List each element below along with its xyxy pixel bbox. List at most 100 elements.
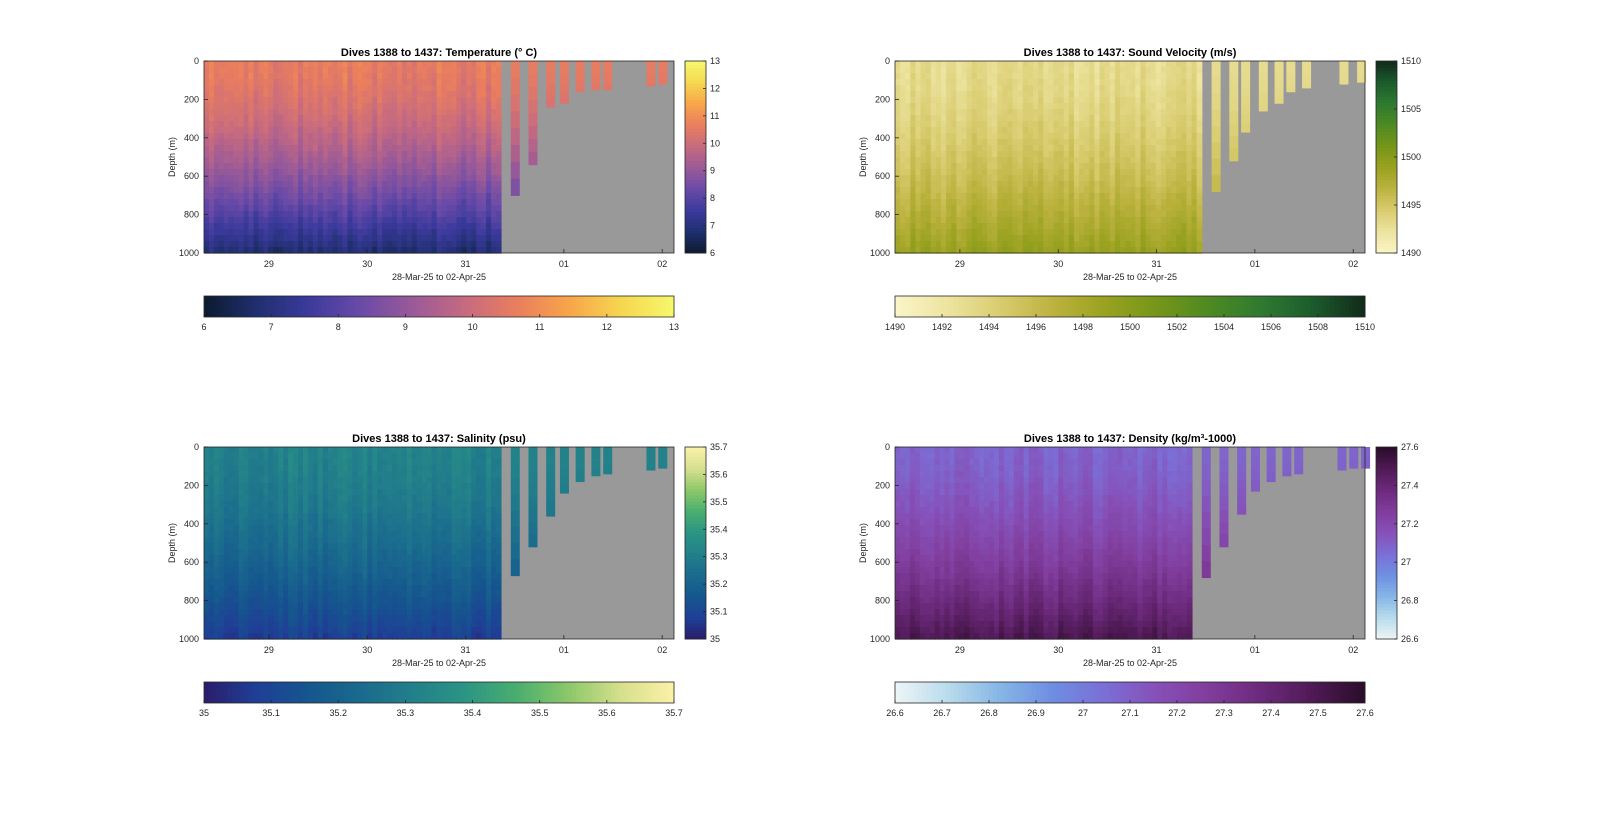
- profile-cell: [218, 115, 225, 122]
- profile-cell: [1048, 229, 1055, 236]
- profile-cell: [362, 199, 368, 206]
- profile-cell: [243, 615, 250, 622]
- profile-cell: [1068, 73, 1075, 80]
- profile-cell: [1150, 115, 1157, 122]
- profile-cell: [392, 217, 398, 224]
- profile-cell: [1017, 193, 1024, 200]
- profile-cell: [362, 241, 368, 248]
- profile-cell: [987, 199, 993, 206]
- profile-cell: [411, 223, 418, 230]
- profile-cell: [900, 61, 906, 68]
- profile-cell: [1068, 61, 1075, 68]
- profile-cell: [233, 483, 240, 490]
- profile-cell: [1155, 115, 1162, 122]
- profile-cell: [268, 633, 274, 640]
- profile-cell: [302, 127, 309, 134]
- profile-cell: [1027, 127, 1034, 134]
- profile-cell: [1186, 163, 1193, 170]
- profile-cell: [223, 501, 230, 508]
- profile-cell: [1038, 109, 1044, 116]
- profile-cell: [431, 217, 438, 224]
- profile-cell: [218, 555, 225, 562]
- profile-cell: [491, 97, 497, 104]
- profile-cell: [935, 187, 942, 194]
- profile-cell: [238, 85, 245, 92]
- profile-cell: [966, 181, 973, 188]
- profile-cell: [1155, 67, 1162, 74]
- profile-cell: [268, 67, 274, 74]
- profile-cell: [1196, 145, 1203, 152]
- profile-cell: [204, 247, 210, 254]
- colorbar-tick-label: 9: [403, 322, 408, 332]
- profile-cell: [208, 229, 215, 236]
- profile-cell: [1125, 223, 1131, 230]
- profile-cell: [397, 217, 403, 224]
- profile-cell: [362, 151, 368, 158]
- profile-cell: [431, 67, 438, 74]
- profile-cell: [288, 91, 294, 98]
- profile-cell: [208, 627, 215, 634]
- profile-cell: [930, 229, 937, 236]
- profile-cell: [268, 97, 274, 104]
- profile-cell: [920, 109, 927, 116]
- profile-cell: [956, 85, 963, 92]
- profile-cell: [342, 79, 349, 86]
- profile-cell: [1027, 205, 1034, 212]
- profile-cell: [1119, 157, 1126, 164]
- profile-cell: [1196, 199, 1203, 206]
- profile-cell: [278, 97, 284, 104]
- profile-cell: [288, 103, 294, 110]
- profile-cell: [1135, 139, 1142, 146]
- profile-cell: [956, 115, 963, 122]
- profile-cell: [362, 229, 368, 236]
- colorbar-segment: [973, 296, 978, 317]
- profile-cell: [258, 561, 264, 568]
- profile-cell: [387, 229, 393, 236]
- profile-cell: [910, 109, 917, 116]
- profile-cell: [347, 115, 354, 122]
- profile-cell: [204, 169, 210, 176]
- profile-cell: [263, 477, 269, 484]
- colorbar-segment: [1012, 296, 1017, 317]
- profile-cell: [1063, 217, 1070, 224]
- colorbar-segment: [1376, 160, 1397, 164]
- profile-cell: [248, 229, 255, 236]
- profile-cell: [925, 181, 932, 188]
- profile-cell: [915, 247, 922, 254]
- profile-cell: [1073, 97, 1080, 104]
- colorbar-tick-label: 7: [710, 221, 715, 231]
- profile-cell: [946, 211, 952, 218]
- profile-cell: [372, 235, 378, 242]
- profile-cell: [312, 199, 319, 206]
- sparse-profile: [1339, 63, 1349, 68]
- profile-cell: [951, 127, 957, 134]
- profile-cell: [228, 187, 235, 194]
- profile-cell: [406, 193, 413, 200]
- profile-cell: [387, 205, 393, 212]
- profile-cell: [1043, 121, 1049, 128]
- profile-cell: [1017, 85, 1024, 92]
- profile-cell: [491, 79, 497, 86]
- profile-cell: [1150, 199, 1157, 206]
- profile-cell: [1043, 145, 1049, 152]
- profile-cell: [1012, 115, 1019, 122]
- profile-cell: [248, 157, 255, 164]
- profile-cell: [332, 235, 339, 242]
- profile-cell: [1145, 73, 1152, 80]
- profile-cell: [461, 175, 467, 182]
- colorbar-segment: [685, 169, 706, 174]
- profile-cell: [416, 205, 423, 212]
- profile-cell: [992, 157, 998, 164]
- profile-cell: [253, 591, 260, 598]
- profile-cell: [298, 175, 304, 182]
- profile-cell: [387, 241, 393, 248]
- profile-cell: [956, 133, 963, 140]
- profile-cell: [263, 187, 269, 194]
- profile-cell: [941, 79, 947, 86]
- colorbar-segment: [1376, 153, 1397, 158]
- profile-cell: [387, 73, 393, 80]
- profile-cell: [401, 133, 408, 140]
- colorbar-segment: [1376, 163, 1397, 168]
- profile-cell: [1027, 163, 1034, 170]
- profile-cell: [441, 169, 448, 176]
